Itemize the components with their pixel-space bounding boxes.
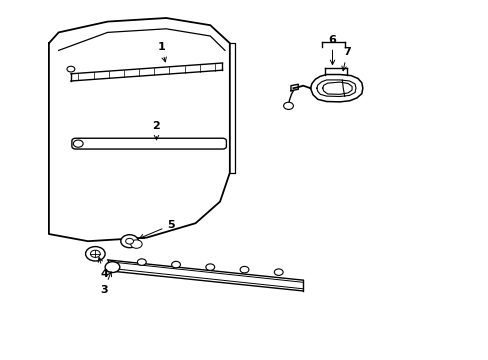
- Circle shape: [121, 235, 138, 248]
- Circle shape: [283, 102, 293, 109]
- FancyBboxPatch shape: [72, 138, 226, 149]
- Circle shape: [125, 238, 133, 244]
- Circle shape: [240, 266, 248, 273]
- Polygon shape: [310, 75, 362, 102]
- Circle shape: [105, 262, 120, 273]
- Polygon shape: [290, 84, 298, 91]
- Circle shape: [205, 264, 214, 270]
- Circle shape: [67, 66, 75, 72]
- Text: 3: 3: [100, 272, 111, 295]
- Text: 1: 1: [157, 42, 166, 62]
- Circle shape: [274, 269, 283, 275]
- Text: 7: 7: [341, 47, 350, 71]
- Circle shape: [73, 140, 83, 147]
- Circle shape: [171, 261, 180, 268]
- Text: 5: 5: [139, 220, 175, 239]
- Circle shape: [130, 240, 142, 248]
- Text: 6: 6: [328, 35, 336, 64]
- Text: 2: 2: [152, 121, 160, 140]
- Circle shape: [85, 247, 105, 261]
- Circle shape: [137, 259, 146, 265]
- Circle shape: [90, 250, 100, 257]
- Text: 4: 4: [98, 257, 108, 279]
